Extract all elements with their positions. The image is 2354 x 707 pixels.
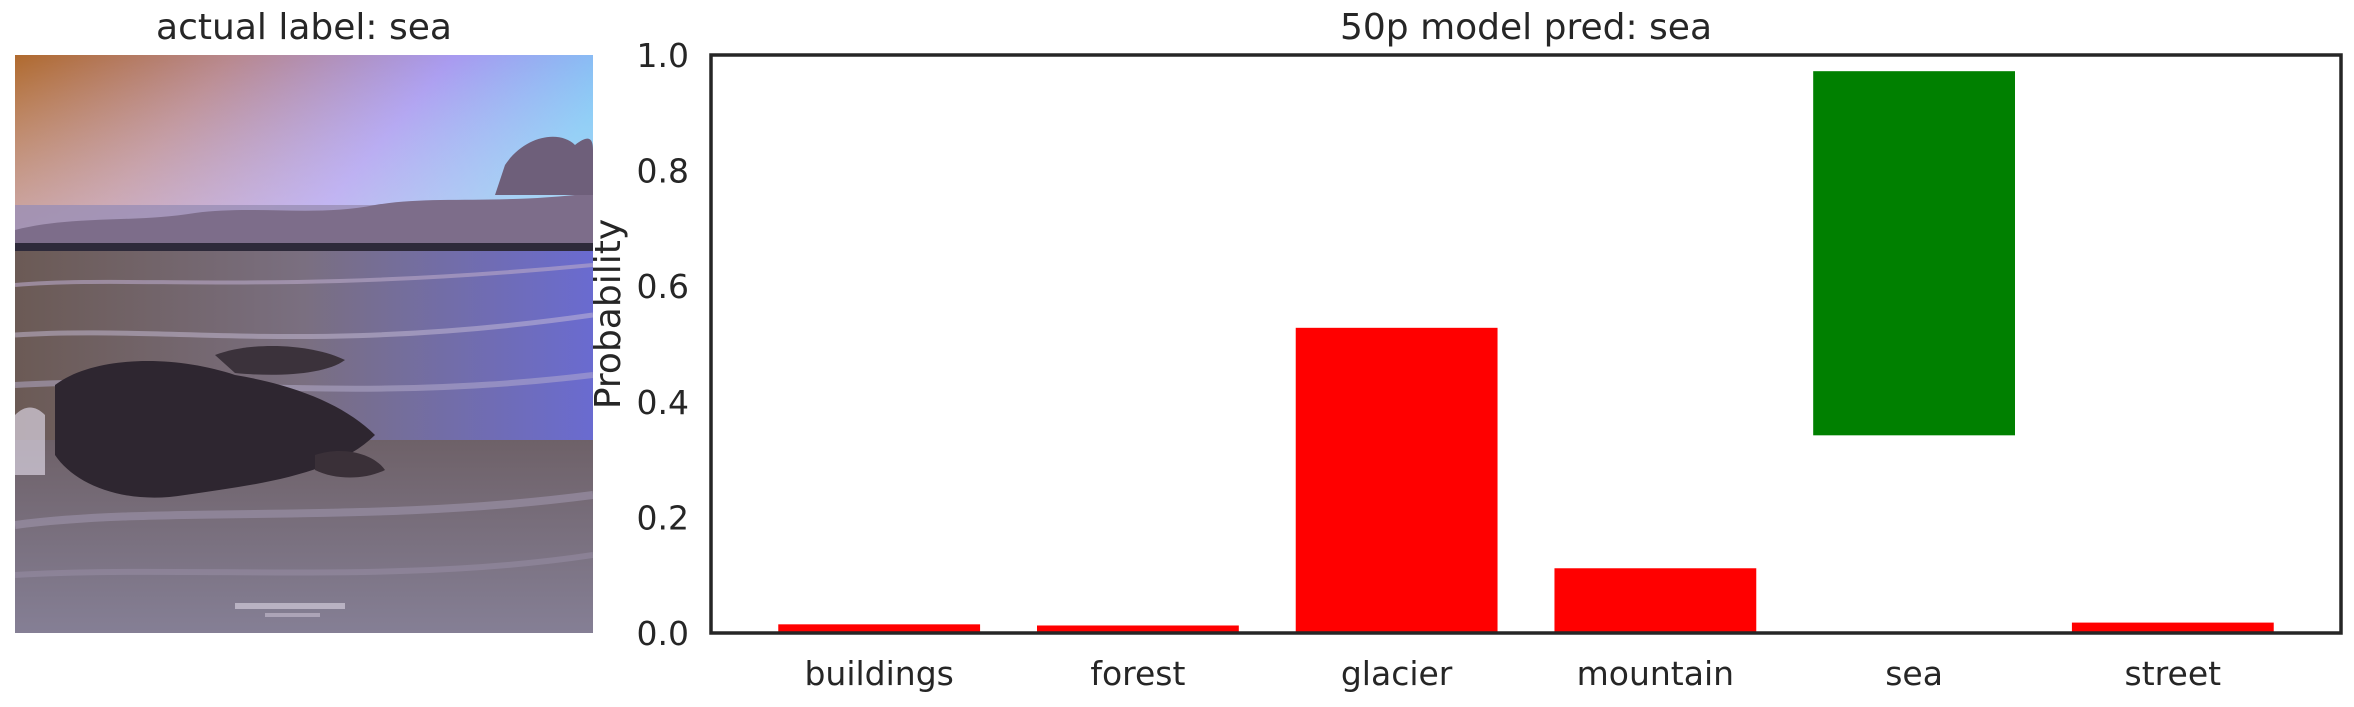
x-tick-label-glacier: glacier [1341,654,1453,693]
sea-photo [15,55,593,633]
y-tick-label: 0.4 [637,383,689,422]
bar-forest [1037,625,1239,633]
x-tick-label-mountain: mountain [1577,654,1734,693]
bar-street [2071,622,2274,633]
chart-title: 50p model pred: sea [1339,7,1713,48]
y-tick-label: 1.0 [637,36,689,75]
x-tick-label-sea: sea [1885,654,1943,693]
y-tick-label: 0.2 [637,498,689,537]
x-tick-label-forest: forest [1090,654,1185,693]
bar-sea [1813,71,2015,436]
plot-frame [709,53,2343,635]
y-axis-ticks: 0.0 0.2 0.4 0.6 0.8 1.0 [637,36,689,653]
bar-buildings [778,624,981,633]
bar-glacier [1295,327,1498,633]
x-tick-label-street: street [2125,654,2222,693]
x-tick-label-buildings: buildings [804,654,953,693]
bar-mountain [1554,568,1757,633]
y-axis-label: Probability [588,219,629,409]
x-axis-ticks: buildings forest glacier mountain sea street [804,654,2221,693]
y-tick-label: 0.8 [637,152,689,191]
y-tick-label: 0.0 [637,614,689,653]
bars-layer [778,71,2274,633]
y-tick-label: 0.6 [637,267,689,306]
sea-photo-illustration [15,55,593,633]
image-title: actual label: sea [156,7,452,48]
